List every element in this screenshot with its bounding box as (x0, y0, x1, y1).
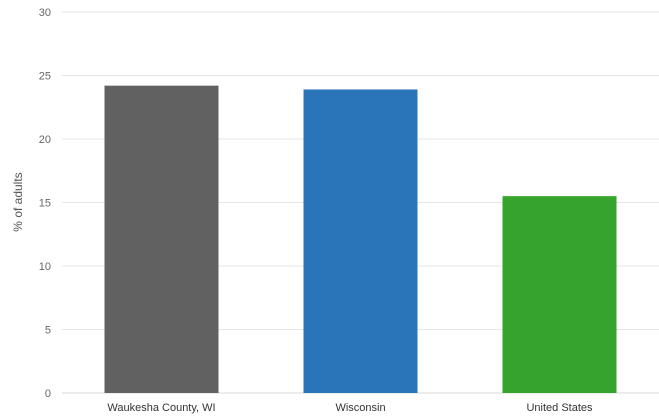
y-tick-label: 25 (39, 71, 51, 83)
x-axis-labels: Waukesha County, WI Wisconsin United State… (107, 402, 593, 414)
y-tick-label: 5 (45, 325, 51, 337)
y-tick-label: 10 (39, 261, 51, 273)
y-axis-ticks: 0 5 10 15 20 25 30 (39, 7, 51, 400)
bar-waukesha-county-wi (104, 85, 219, 393)
y-tick-label: 15 (39, 198, 51, 210)
y-tick-label: 30 (39, 7, 51, 19)
y-tick-label: 20 (39, 134, 51, 146)
x-category-label: United States (526, 402, 593, 414)
x-category-label: Waukesha County, WI (107, 402, 215, 414)
x-category-label: Wisconsin (335, 402, 385, 414)
bar-united-states (502, 196, 617, 393)
y-tick-label: 0 (45, 388, 51, 400)
bars (104, 85, 617, 393)
bar-wisconsin (303, 89, 418, 393)
y-axis-title: % of adults (11, 172, 25, 231)
